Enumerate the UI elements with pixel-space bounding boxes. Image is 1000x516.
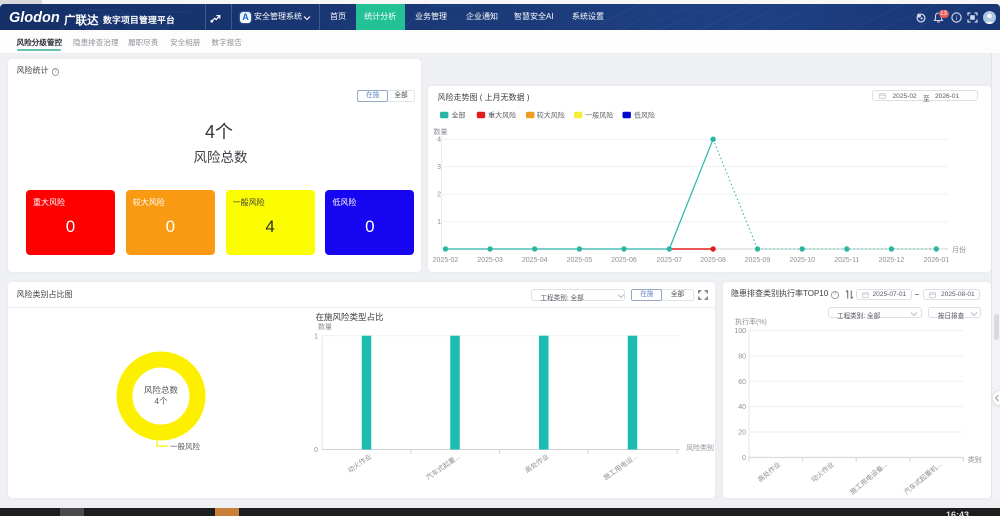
svg-text:40: 40: [738, 404, 746, 411]
svg-text:2025-04: 2025-04: [521, 257, 547, 264]
svg-text:4个: 4个: [154, 396, 168, 406]
svg-text:20: 20: [738, 430, 746, 437]
svg-text:60: 60: [738, 379, 746, 386]
svg-text:风险总数: 风险总数: [144, 385, 179, 395]
svg-text:1: 1: [437, 219, 441, 226]
svg-text:2025-02: 2025-02: [432, 257, 458, 264]
svg-text:i: i: [956, 14, 958, 22]
svg-text:高处作业: 高处作业: [523, 452, 551, 475]
svg-text:一般风险: 一般风险: [585, 111, 613, 120]
svg-text:2025-12: 2025-12: [878, 257, 904, 264]
svg-text:2025-03: 2025-03: [477, 257, 503, 264]
svg-text:风险类别: 风险类别: [686, 443, 714, 452]
svg-text:2025-08: 2025-08: [700, 257, 726, 264]
svg-text:施工用电设备...: 施工用电设备...: [848, 460, 889, 497]
svg-text:较大风险: 较大风险: [536, 111, 564, 120]
svg-text:一般风险: 一般风险: [170, 441, 200, 451]
svg-text:执行率(%): 执行率(%): [735, 317, 767, 326]
svg-text:汽车式起重...: 汽车式起重...: [424, 452, 462, 482]
svg-text:在施风险类型占比: 在施风险类型占比: [316, 312, 384, 322]
svg-text:2025-10: 2025-10: [789, 257, 815, 264]
svg-text:全部: 全部: [451, 111, 465, 120]
svg-text:数量: 数量: [318, 322, 332, 331]
svg-text:100: 100: [734, 328, 746, 335]
svg-text:重大风险: 重大风险: [488, 111, 516, 120]
svg-text:施工用电设...: 施工用电设...: [602, 452, 640, 482]
svg-text:数量: 数量: [433, 127, 447, 136]
svg-text:2025-07: 2025-07: [656, 257, 682, 264]
svg-text:2025-06: 2025-06: [611, 257, 637, 264]
svg-text:2025-11: 2025-11: [834, 257, 859, 264]
svg-text:低风险: 低风险: [634, 111, 655, 120]
svg-text:2026-01: 2026-01: [923, 257, 949, 264]
svg-text:80: 80: [738, 353, 746, 360]
svg-text:2025-09: 2025-09: [744, 257, 770, 264]
svg-text:动火作业: 动火作业: [809, 460, 836, 485]
svg-text:汽车式起重机...: 汽车式起重机...: [902, 460, 943, 497]
svg-text:高处作业: 高处作业: [756, 460, 783, 485]
svg-text:2025-05: 2025-05: [566, 257, 592, 264]
svg-text:月份: 月份: [952, 245, 966, 254]
svg-text:0: 0: [314, 447, 318, 454]
svg-text:1: 1: [314, 334, 318, 341]
svg-text:0: 0: [742, 455, 746, 462]
svg-text:类别: 类别: [968, 455, 982, 464]
svg-text:2: 2: [437, 192, 441, 199]
svg-text:3: 3: [437, 164, 441, 171]
svg-text:动火作业: 动火作业: [346, 452, 374, 475]
svg-text:4: 4: [437, 137, 441, 144]
